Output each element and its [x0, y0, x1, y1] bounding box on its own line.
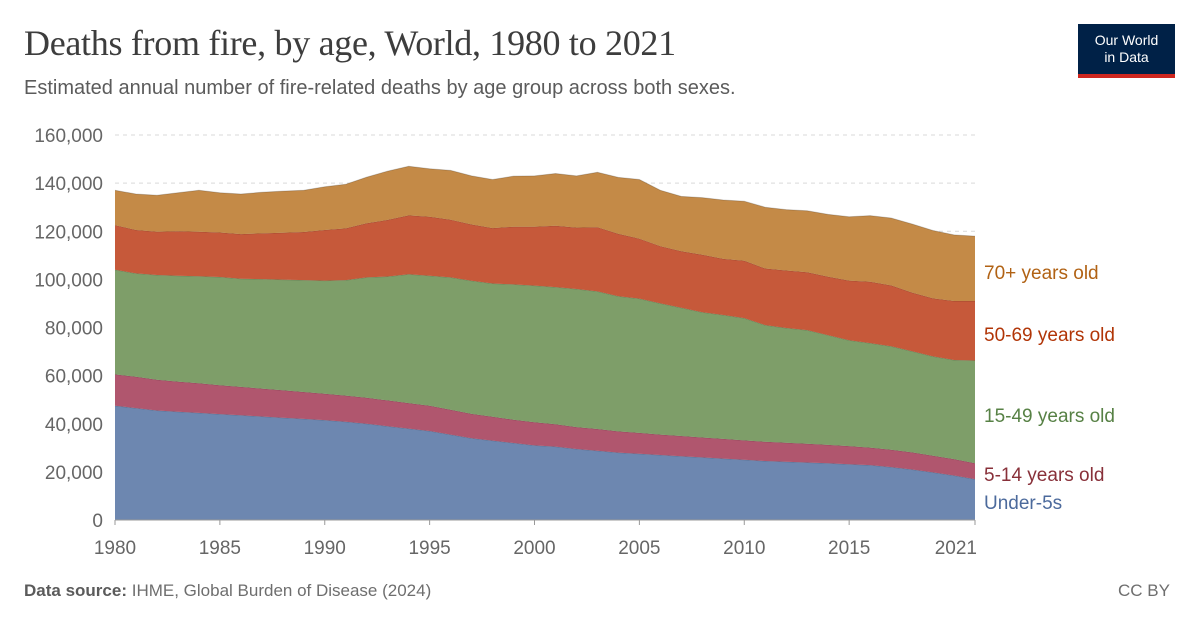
x-tick-label: 1980	[94, 538, 136, 559]
y-tick-label: 100,000	[34, 270, 103, 291]
area-series-3[interactable]	[115, 215, 975, 361]
y-tick-label: 40,000	[45, 415, 103, 436]
series-labels: 70+ years old 50-69 years old 15-49 years …	[984, 263, 1115, 514]
x-tick-label: 2005	[618, 538, 660, 559]
area-series	[114, 165, 976, 520]
x-tick-label: 2010	[723, 538, 765, 559]
series-label-3[interactable]: 50-69 years old	[984, 325, 1115, 346]
y-tick-label: 0	[92, 511, 103, 532]
series-label-0[interactable]: Under-5s	[984, 493, 1062, 514]
data-source: Data source: IHME, Global Burden of Dise…	[24, 581, 431, 601]
x-tick-label: 2000	[513, 538, 555, 559]
area-series-0[interactable]	[115, 405, 975, 520]
logo-line-1: Our World	[1094, 32, 1159, 48]
area-boundary-line	[114, 165, 976, 237]
y-tick-label: 60,000	[45, 367, 103, 388]
x-tick-label: 2015	[828, 538, 870, 559]
y-tick-label: 20,000	[45, 463, 103, 484]
series-label-1[interactable]: 5-14 years old	[984, 465, 1104, 486]
x-tick-label: 2021	[935, 538, 977, 559]
x-tick-label: 1995	[408, 538, 450, 559]
series-label-2[interactable]: 15-49 years old	[984, 406, 1115, 427]
chart-title: Deaths from fire, by age, World, 1980 to…	[24, 23, 676, 63]
area-series-2[interactable]	[115, 269, 975, 464]
x-tick-label: 1985	[199, 538, 241, 559]
y-tick-label: 120,000	[34, 222, 103, 243]
area-series-1[interactable]	[115, 374, 975, 480]
owid-logo[interactable]: Our World in Data	[1078, 24, 1175, 78]
y-tick-label: 160,000	[34, 126, 103, 147]
series-label-4[interactable]: 70+ years old	[984, 263, 1099, 284]
area-series-4[interactable]	[115, 166, 975, 301]
axes: 0 20,000 40,000 60,000 80,000 100,000 120,000 1…	[34, 126, 977, 559]
chart-subtitle: Estimated annual number of fire-related …	[24, 77, 736, 99]
data-source-text[interactable]: IHME, Global Burden of Disease (2024)	[131, 581, 432, 600]
data-source-label: Data source:	[24, 581, 127, 600]
license-link[interactable]: CC BY	[1118, 581, 1170, 600]
x-tick-label: 1990	[304, 538, 346, 559]
logo-line-2: in Data	[1104, 49, 1149, 65]
y-tick-label: 140,000	[34, 174, 103, 195]
y-tick-label: 80,000	[45, 319, 103, 340]
